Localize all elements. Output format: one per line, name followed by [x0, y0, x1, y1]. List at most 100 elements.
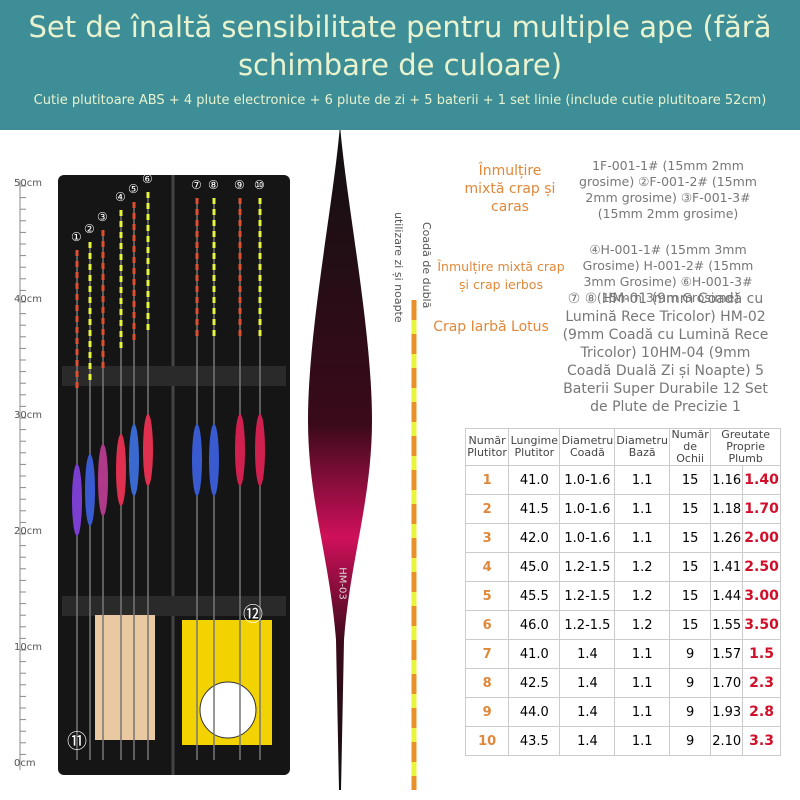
table-cell: 8 [464, 668, 510, 698]
table-header: Număr de Ochii [668, 428, 712, 466]
table-cell: 1.2 [614, 552, 670, 582]
table-cell: 3.3 [742, 726, 781, 756]
ruler-label: 10cm [14, 642, 42, 653]
table-cell: 45.5 [508, 581, 561, 611]
group-label: Crap Iarbă Lotus [433, 319, 549, 335]
table-cell: 2.8 [742, 697, 781, 727]
table-cell: 1.26 [710, 523, 744, 553]
table-cell: 5 [464, 581, 510, 611]
table-cell: 1.2-1.5 [559, 581, 616, 611]
table-cell: 15 [668, 610, 712, 640]
box-number: ⑫ [243, 602, 263, 626]
table-cell: 1.1 [614, 523, 670, 553]
table-cell: 1.70 [742, 494, 781, 524]
box-number: ⑨ [234, 178, 245, 192]
table-cell: 1.1 [614, 494, 670, 524]
ruler-label: 30cm [14, 410, 42, 421]
group-label: Înmulțire mixtă crap și caras [464, 163, 556, 215]
table-cell: 1.70 [710, 668, 744, 698]
table-cell: 1.4 [559, 639, 616, 669]
box-number: ⑩ [254, 178, 265, 192]
float-body [85, 454, 95, 526]
spec-table: Număr Plutitor Lungime Plutitor Diametru C… [464, 428, 781, 756]
big-float [308, 125, 372, 790]
box-number: ④ [115, 190, 126, 204]
table-cell: 43.5 [508, 726, 561, 756]
float-model: HM-03 [336, 567, 348, 600]
group-description: 1F-001-1# (15mm 2mm grosime) ②F-001-2# (… [579, 158, 757, 221]
table-cell: 4 [464, 552, 510, 582]
banner [0, 0, 800, 130]
box-number: ⑧ [208, 178, 219, 192]
table-cell: 9 [668, 697, 712, 727]
table-cell: 1.1 [614, 697, 670, 727]
table-cell: 1.5 [742, 639, 781, 669]
spool [199, 681, 257, 739]
table-cell: 1 [464, 465, 510, 495]
table-cell: 15 [668, 581, 712, 611]
table-cell: 1.4 [559, 697, 616, 727]
float-body [209, 424, 219, 496]
box-number: ⑪ [67, 729, 87, 753]
table-cell: 2.10 [710, 726, 744, 756]
table-cell: 1.2 [614, 581, 670, 611]
float-body [98, 444, 108, 516]
table-cell: 9 [668, 726, 712, 756]
table-cell: 1.40 [742, 465, 781, 495]
table-cell: 10 [464, 726, 510, 756]
table-cell: 3.00 [742, 581, 781, 611]
float-body [116, 434, 126, 506]
table-header: Greutate Proprie Plumb [710, 428, 781, 466]
float-note: Coadă de dublă [420, 222, 433, 309]
table-cell: 1.4 [559, 668, 616, 698]
table-cell: 1.18 [710, 494, 744, 524]
table-cell: 41.0 [508, 639, 561, 669]
group-label: Înmulțire mixtă crap și crap ierbos [437, 259, 565, 292]
table-cell: 45.0 [508, 552, 561, 582]
table-cell: 41.0 [508, 465, 561, 495]
ruler-label: 20cm [14, 526, 42, 537]
table-cell: 2.50 [742, 552, 781, 582]
table-row: 6 46.0 1.2-1.5 1.2 15 1.55 3.50 [464, 610, 781, 640]
box-number: ② [84, 222, 95, 236]
table-cell: 42.0 [508, 523, 561, 553]
float-body [235, 414, 245, 486]
table-row: 1 41.0 1.0-1.6 1.1 15 1.16 1.40 [464, 465, 781, 495]
box-clip [62, 596, 286, 616]
table-cell: 1.16 [710, 465, 744, 495]
float-body [129, 424, 139, 496]
table-cell: 46.0 [508, 610, 561, 640]
table-cell: 2 [464, 494, 510, 524]
ruler-label: 50cm [14, 178, 42, 189]
table-cell: 41.5 [508, 494, 561, 524]
group-description: ⑦ ⑧ HM-01 (9mm Coadă cu Lumină Rece Tric… [562, 291, 769, 415]
subtitle: Cutie plutitoare ABS + 4 plute electroni… [33, 93, 767, 108]
box-number: ③ [97, 210, 108, 224]
table-cell: 1.1 [614, 668, 670, 698]
table-cell: 6 [464, 610, 510, 640]
table-cell: 1.57 [710, 639, 744, 669]
table-cell: 9 [464, 697, 510, 727]
table-cell: 42.5 [508, 668, 561, 698]
table-header: Diametru Bază [614, 428, 670, 466]
group-description: ④H-001-1# (15mm 3mm Grosime) H-001-2# (1… [582, 242, 754, 305]
box-number: ⑥ [142, 172, 153, 186]
table-cell: 1.41 [710, 552, 744, 582]
float-note: utilizare zi și noapte [392, 212, 405, 323]
packets [95, 615, 155, 740]
table-cell: 44.0 [508, 697, 561, 727]
table-cell: 15 [668, 523, 712, 553]
table-cell: 1.44 [710, 581, 744, 611]
table-cell: 1.1 [614, 465, 670, 495]
table-cell: 15 [668, 552, 712, 582]
table-row: 3 42.0 1.0-1.6 1.1 15 1.26 2.00 [464, 523, 781, 553]
table-cell: 2.00 [742, 523, 781, 553]
table-cell: 1.4 [559, 726, 616, 756]
float-body [192, 424, 202, 496]
box-number: ⑦ [191, 178, 202, 192]
table-row: 5 45.5 1.2-1.5 1.2 15 1.44 3.00 [464, 581, 781, 611]
table-cell: 2.3 [742, 668, 781, 698]
float-body [143, 414, 153, 486]
table-row: 2 41.5 1.0-1.6 1.1 15 1.18 1.70 [464, 494, 781, 524]
